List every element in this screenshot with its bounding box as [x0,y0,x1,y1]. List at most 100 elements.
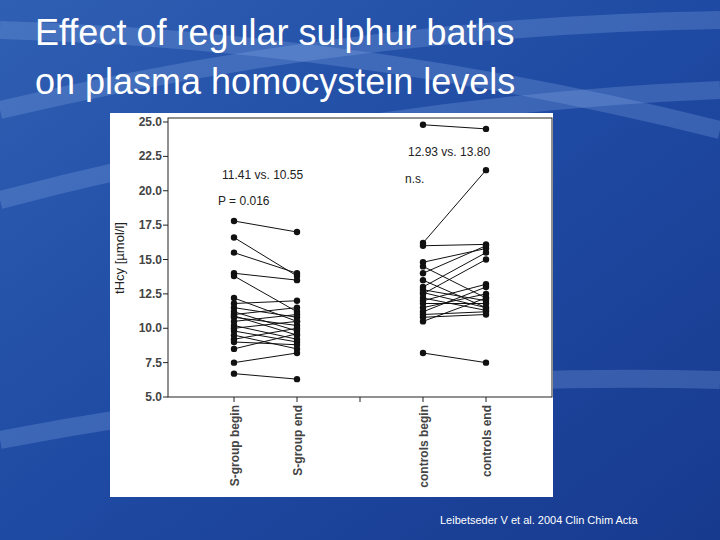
y-tick [163,225,168,226]
pair-line [423,280,486,308]
y-tick-label: 7.5 [145,356,162,370]
point [420,270,426,276]
point [231,346,237,352]
pair-line [234,321,297,328]
pair-line [423,312,486,315]
point [294,350,300,356]
pair-line [234,353,297,363]
point [420,277,426,283]
pair-line [234,221,297,232]
point [294,376,300,382]
pair-line [234,312,297,331]
pair-line [423,244,486,245]
point [294,229,300,235]
background [0,0,720,540]
point [231,218,237,224]
pair-line [234,328,297,339]
point [294,270,300,276]
pair-line [423,353,486,363]
y-tick-label: 20.0 [139,184,163,198]
point [231,234,237,240]
y-tick [163,397,168,398]
x-tick-label: S-group begin [228,405,242,486]
x-tick-label: controls begin [417,405,431,488]
point [420,289,426,295]
y-tick [163,156,168,157]
point [294,325,300,331]
point [483,304,489,310]
x-tick [234,397,235,402]
point [483,249,489,255]
y-tick [163,259,168,260]
annotation: 11.41 vs. 10.55 [222,168,303,182]
point [420,318,426,324]
x-tick [423,397,424,402]
y-tick-label: 5.0 [145,390,162,404]
point [483,284,489,290]
annotation: P = 0.016 [218,194,270,208]
point [483,359,489,365]
y-tick [163,328,168,329]
pair-line [234,374,297,380]
pair-line [234,298,297,321]
pair-line [423,170,486,243]
point [420,350,426,356]
y-tick [163,362,168,363]
point [483,167,489,173]
point [483,304,489,310]
y-tick-label: 17.5 [139,218,163,232]
point [483,256,489,262]
pair-line [234,315,297,322]
point [483,311,489,317]
point [294,318,300,324]
pair-line [234,253,297,274]
x-tick-label: S-group end [291,405,305,476]
pair-line [423,293,486,308]
pair-line [234,308,297,315]
y-tick-label: 25.0 [139,115,163,129]
point [231,339,237,345]
pair-line [423,260,486,294]
point [294,342,300,348]
pair-line [423,246,486,274]
point [483,243,489,249]
plot-frame [168,118,552,397]
pair-line [234,276,297,312]
y-tick-label: 12.5 [139,287,163,301]
pair-line [234,238,297,277]
pair-line [423,287,486,312]
annotation: n.s. [405,172,424,186]
pair-line [423,253,486,287]
y-tick-label: 10.0 [139,321,163,335]
point [294,277,300,283]
pair-line [234,317,297,325]
point [420,243,426,249]
pair-line [234,342,297,345]
y-tick [163,122,168,123]
point [294,331,300,337]
title: Effect of regular sulphur bathson plasma… [35,12,515,102]
y-tick-label: 15.0 [139,253,163,267]
pair-line [423,284,486,301]
point [483,295,489,301]
annotation: 12.93 vs. 13.80 [408,145,490,159]
point [231,370,237,376]
pair-line [234,334,297,349]
point [231,359,237,365]
point [294,304,300,310]
source: Leibetseder V et al. 2004 Clin Chim Acta [440,514,638,526]
point [231,295,237,301]
point [294,318,300,324]
x-tick [486,397,487,402]
group-divider-tick [360,397,361,402]
point [294,311,300,317]
pair-line [423,125,486,129]
point [294,298,300,304]
x-tick [297,397,298,402]
point [483,126,489,132]
pair-line [234,273,297,280]
point [483,295,489,301]
pair-line [234,301,297,304]
y-tick [163,190,168,191]
point [231,273,237,279]
